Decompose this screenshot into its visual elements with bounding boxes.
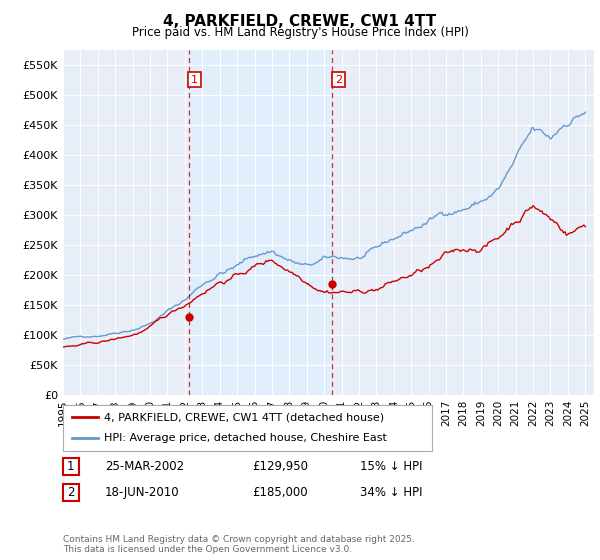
Text: HPI: Average price, detached house, Cheshire East: HPI: Average price, detached house, Ches… xyxy=(104,433,386,444)
Text: 4, PARKFIELD, CREWE, CW1 4TT (detached house): 4, PARKFIELD, CREWE, CW1 4TT (detached h… xyxy=(104,412,384,422)
Text: 2: 2 xyxy=(67,486,74,500)
Text: 4, PARKFIELD, CREWE, CW1 4TT: 4, PARKFIELD, CREWE, CW1 4TT xyxy=(163,14,437,29)
Text: 2: 2 xyxy=(335,74,342,85)
Text: 1: 1 xyxy=(67,460,74,473)
Text: 18-JUN-2010: 18-JUN-2010 xyxy=(105,486,179,500)
Text: £185,000: £185,000 xyxy=(252,486,308,500)
Text: 1: 1 xyxy=(191,74,198,85)
Text: 25-MAR-2002: 25-MAR-2002 xyxy=(105,460,184,473)
Text: 15% ↓ HPI: 15% ↓ HPI xyxy=(360,460,422,473)
Text: 34% ↓ HPI: 34% ↓ HPI xyxy=(360,486,422,500)
Text: Price paid vs. HM Land Registry's House Price Index (HPI): Price paid vs. HM Land Registry's House … xyxy=(131,26,469,39)
Text: £129,950: £129,950 xyxy=(252,460,308,473)
Text: Contains HM Land Registry data © Crown copyright and database right 2025.
This d: Contains HM Land Registry data © Crown c… xyxy=(63,535,415,554)
Bar xyxy=(188,50,332,395)
